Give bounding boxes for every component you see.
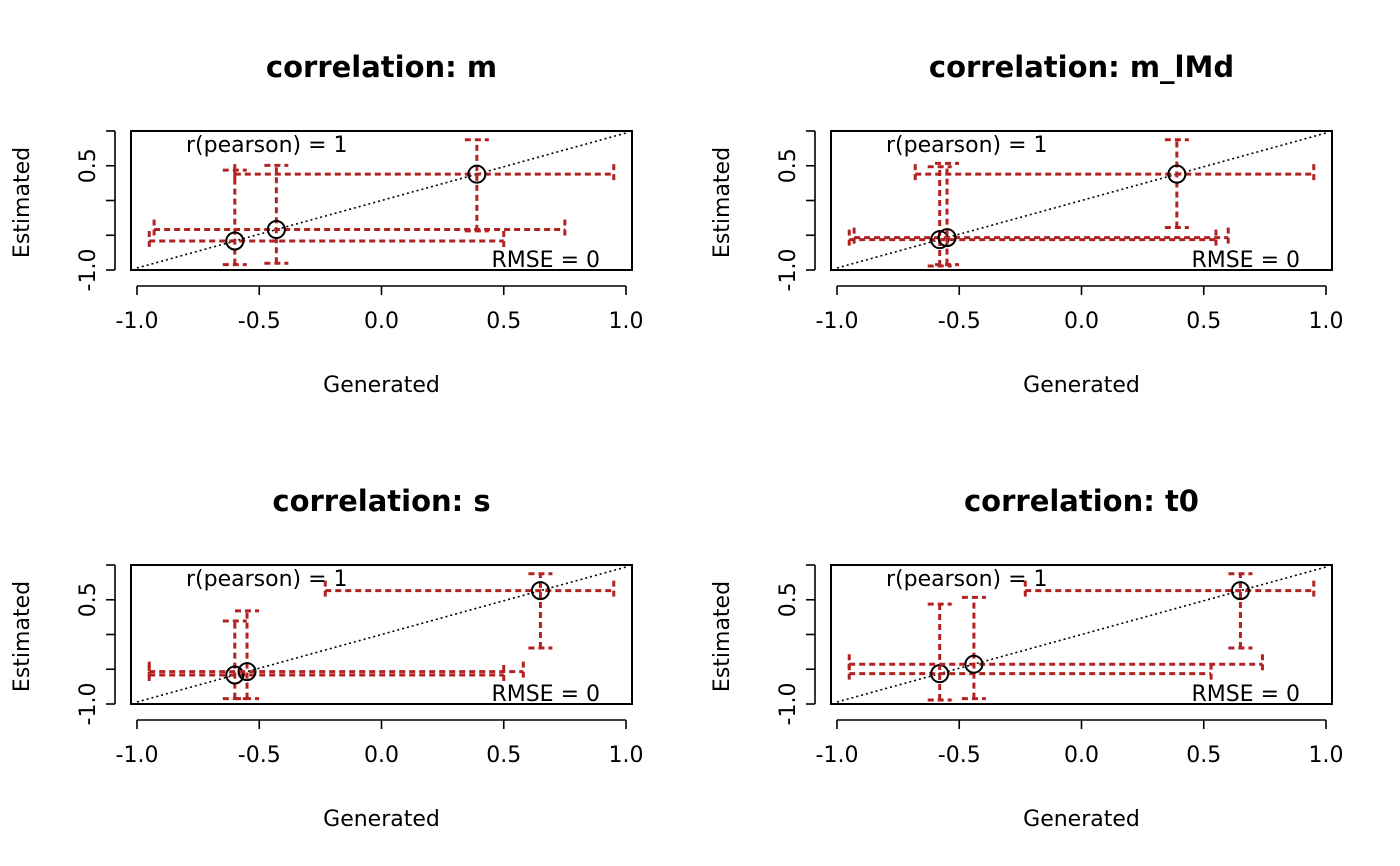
y-axis-label: Estimated (710, 581, 735, 692)
x-tick-label: 1.0 (609, 743, 644, 768)
x-tick-label: -0.5 (938, 309, 981, 334)
data-layer (836, 566, 1327, 703)
plot-frame (130, 564, 633, 705)
y-axis-label: Estimated (10, 147, 35, 258)
y-tick-label: -1.0 (76, 683, 101, 726)
plot-frame (130, 130, 633, 271)
rmse-label: RMSE = 0 (491, 248, 600, 273)
x-axis-label: Generated (323, 373, 440, 398)
correlation-label: r(pearson) = 1 (186, 567, 348, 592)
y-tick-label: -1.0 (776, 683, 801, 726)
plot-frame (830, 564, 1333, 705)
correlation-label: r(pearson) = 1 (186, 133, 348, 158)
data-layer (136, 566, 627, 703)
y-axis-label: Estimated (10, 581, 35, 692)
chart-title: correlation: t0 (964, 484, 1199, 518)
data-point (266, 220, 286, 240)
x-tick-label: -0.5 (238, 309, 281, 334)
data-point (1167, 164, 1187, 184)
x-tick-label: 1.0 (609, 309, 644, 334)
x-tick-label: -1.0 (816, 309, 859, 334)
y-tick-label: -1.0 (76, 249, 101, 292)
x-tick-label: 0.0 (364, 309, 399, 334)
y-axis-label: Estimated (710, 147, 735, 258)
x-tick-label: 0.0 (364, 743, 399, 768)
x-axis-label: Generated (323, 807, 440, 832)
rmse-label: RMSE = 0 (491, 682, 600, 707)
rmse-label: RMSE = 0 (1191, 248, 1300, 273)
x-axis-label: Generated (1023, 373, 1140, 398)
y-tick-label: -1.0 (776, 249, 801, 292)
x-tick-label: -0.5 (238, 743, 281, 768)
data-point (1230, 581, 1250, 601)
x-tick-label: 0.5 (1186, 743, 1221, 768)
x-tick-label: 0.5 (486, 309, 521, 334)
x-tick-label: 0.0 (1064, 743, 1099, 768)
panel-2: correlation: m_lMd -1.0 -0.5 0.0 0.5 1.0 Gener… (710, 50, 1344, 398)
y-tick-label: 0.5 (76, 582, 101, 617)
plot-frame (830, 130, 1333, 271)
panel-4: correlation: t0 -1.0 -0.5 0.0 0.5 1.0 Generate… (710, 484, 1344, 832)
chart-title: correlation: m_lMd (929, 50, 1234, 84)
x-tick-label: -1.0 (116, 309, 159, 334)
correlation-label: r(pearson) = 1 (886, 133, 1048, 158)
x-tick-label: 1.0 (1309, 309, 1344, 334)
data-layer (836, 132, 1327, 269)
panel-3: correlation: s -1.0 -0.5 0.0 0.5 1.0 Generated… (10, 484, 644, 832)
chart-title: correlation: s (272, 484, 490, 518)
x-tick-label: -1.0 (816, 743, 859, 768)
data-point (237, 662, 257, 682)
data-point (530, 581, 550, 601)
x-tick-label: -1.0 (116, 743, 159, 768)
x-tick-label: 0.5 (486, 743, 521, 768)
x-tick-label: 1.0 (1309, 743, 1344, 768)
y-tick-label: 0.5 (776, 582, 801, 617)
data-point (467, 164, 487, 184)
rmse-label: RMSE = 0 (1191, 682, 1300, 707)
y-tick-label: 0.5 (776, 148, 801, 183)
x-tick-label: 0.0 (1064, 309, 1099, 334)
y-tick-label: 0.5 (76, 148, 101, 183)
correlation-label: r(pearson) = 1 (886, 567, 1048, 592)
data-point (225, 231, 245, 251)
x-tick-label: 0.5 (1186, 309, 1221, 334)
data-point (225, 665, 245, 685)
data-point (964, 654, 984, 674)
x-axis-label: Generated (1023, 807, 1140, 832)
panel-1: correlation: m -1.0 -0.5 0.0 0.5 1.0 Generated… (10, 50, 644, 398)
x-tick-label: -0.5 (938, 743, 981, 768)
data-layer (136, 132, 627, 269)
chart-title: correlation: m (266, 50, 497, 84)
data-point (937, 228, 957, 248)
